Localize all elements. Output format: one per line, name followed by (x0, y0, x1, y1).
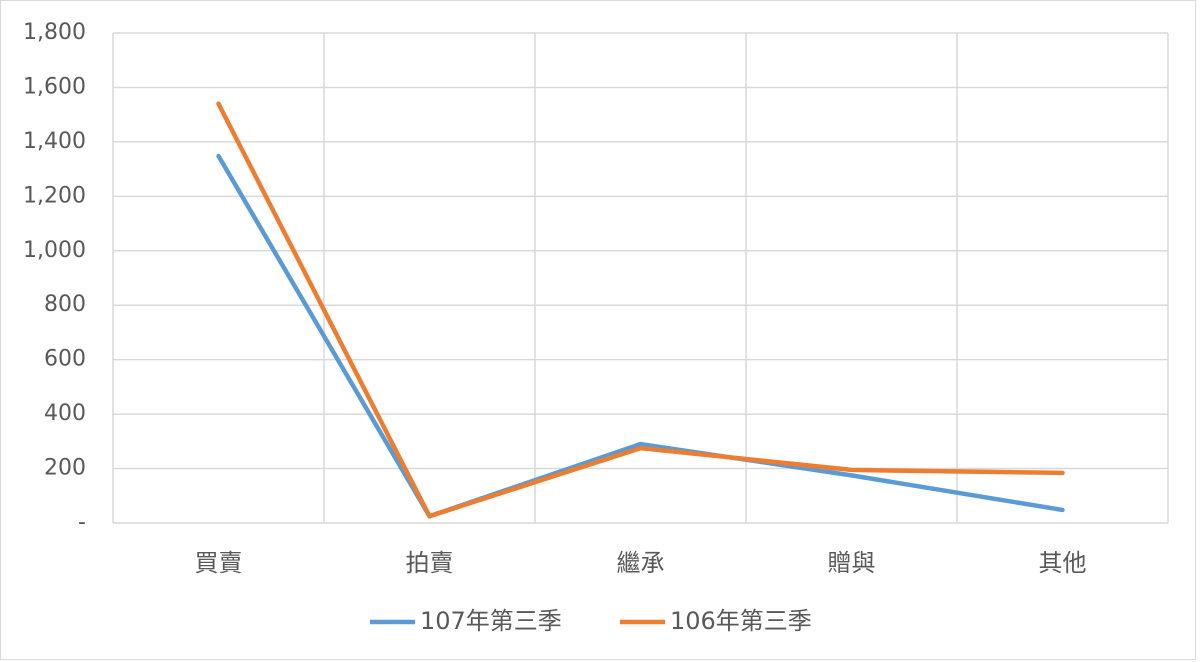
y-tick-label: 800 (44, 292, 86, 317)
x-tick-label: 買賣 (195, 549, 243, 577)
y-tick-label: 1,600 (23, 74, 86, 99)
y-tick-label: - (78, 510, 86, 535)
x-tick-label: 繼承 (617, 549, 665, 577)
y-tick-label: 600 (44, 347, 86, 372)
series-line (216, 101, 1065, 519)
y-tick-label: 200 (44, 456, 86, 481)
legend-label: 107年第三季 (420, 607, 562, 635)
legend-label: 106年第三季 (670, 607, 812, 635)
y-tick-label: 400 (44, 401, 86, 426)
y-tick-label: 1,000 (23, 238, 86, 263)
y-tick-label: 1,800 (23, 20, 86, 45)
x-tick-label: 拍賣 (406, 549, 454, 577)
y-tick-label: 1,400 (23, 129, 86, 154)
y-tick-label: 1,200 (23, 183, 86, 208)
x-tick-label: 贈與 (828, 549, 876, 577)
series-line (216, 153, 1065, 519)
x-tick-label: 其他 (1039, 549, 1087, 577)
